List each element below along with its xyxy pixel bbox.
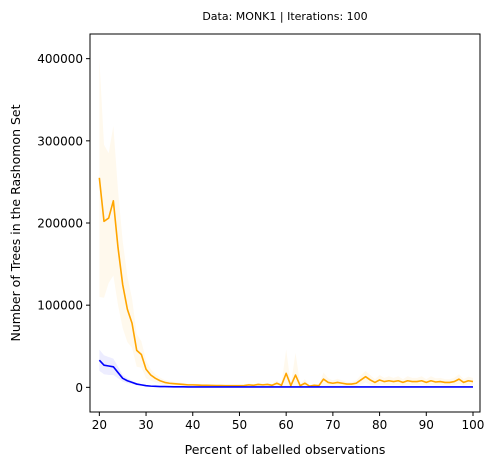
x-tick-label: 60 — [279, 418, 294, 432]
y-tick-label: 300000 — [37, 134, 83, 148]
x-tick-label: 90 — [419, 418, 434, 432]
x-axis-label: Percent of labelled observations — [185, 442, 386, 457]
y-tick-label: 0 — [75, 381, 83, 395]
x-tick-label: 70 — [325, 418, 340, 432]
series-2-line — [98, 359, 473, 388]
series-lines — [98, 177, 474, 388]
y-axis-ticks: 0 100000 200000 300000 400000 — [37, 52, 90, 395]
x-axis-ticks: 20 30 40 50 60 70 80 90 100 — [92, 412, 485, 432]
y-tick-label: 400000 — [37, 52, 83, 66]
x-tick-label: 50 — [232, 418, 247, 432]
x-tick-label: 100 — [462, 418, 485, 432]
x-tick-label: 40 — [185, 418, 200, 432]
chart-title: Data: MONK1 | Iterations: 100 — [202, 10, 367, 23]
x-tick-label: 80 — [372, 418, 387, 432]
series-1-band — [99, 58, 473, 388]
series-1-line — [98, 177, 474, 387]
y-axis-label: Number of Trees in the Rashomon Set — [8, 104, 23, 341]
x-tick-label: 30 — [138, 418, 153, 432]
y-tick-label: 100000 — [37, 299, 83, 313]
x-tick-label: 20 — [92, 418, 107, 432]
y-tick-label: 200000 — [37, 217, 83, 231]
